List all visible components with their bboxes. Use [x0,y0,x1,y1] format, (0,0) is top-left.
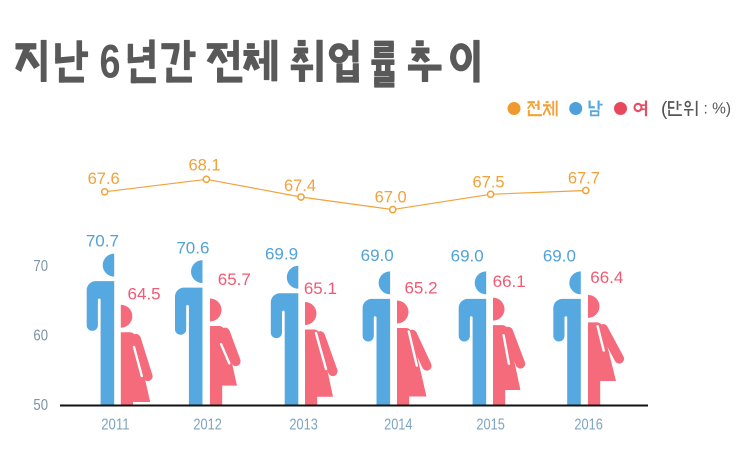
svg-text:69.0: 69.0 [543,247,576,266]
svg-text:67.4: 67.4 [284,177,316,195]
svg-text:2012: 2012 [193,417,221,434]
svg-text:67.5: 67.5 [472,174,504,192]
svg-text:2015: 2015 [476,417,504,434]
svg-text:69.0: 69.0 [361,246,394,265]
svg-text:: %): : %) [704,101,732,118]
svg-text:50: 50 [33,397,48,414]
svg-text:2013: 2013 [289,417,317,434]
svg-text:64.5: 64.5 [128,285,161,304]
svg-text:(: ( [661,99,668,120]
svg-text:68.1: 68.1 [188,157,220,175]
svg-text:66.1: 66.1 [493,272,526,291]
svg-text:6: 6 [100,35,121,88]
svg-text:67.7: 67.7 [568,169,600,187]
svg-text:2014: 2014 [384,417,412,434]
svg-text:69.9: 69.9 [265,245,298,264]
svg-text:70.7: 70.7 [86,232,119,251]
svg-text:69.0: 69.0 [451,247,484,266]
svg-text:60: 60 [33,328,48,345]
svg-text:65.7: 65.7 [218,270,251,289]
svg-text:70: 70 [33,258,48,275]
svg-text:2016: 2016 [574,417,602,434]
svg-text:2011: 2011 [101,417,129,434]
svg-text:67.0: 67.0 [375,189,407,207]
svg-text:70.6: 70.6 [176,238,209,257]
svg-text:67.6: 67.6 [88,170,120,188]
svg-text:65.1: 65.1 [304,279,337,298]
svg-text:65.2: 65.2 [404,278,437,297]
svg-text:66.4: 66.4 [590,268,623,287]
